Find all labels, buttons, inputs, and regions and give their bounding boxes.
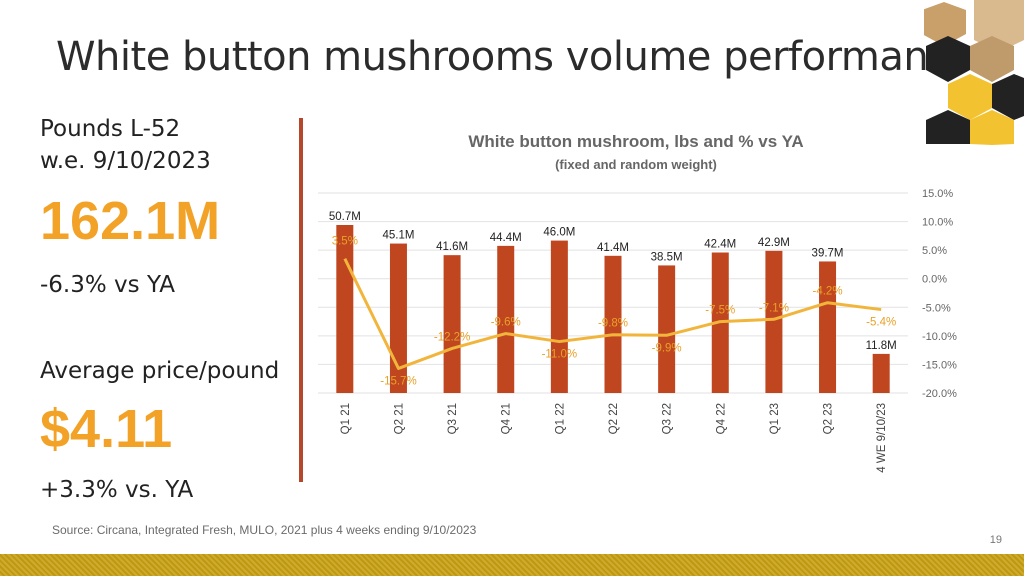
category-tick-label: Q1 21 xyxy=(340,403,352,434)
bar xyxy=(872,353,890,393)
chart-title: White button mushroom, lbs and % vs YA xyxy=(468,132,804,151)
category-tick-label: Q1 23 xyxy=(769,403,781,434)
price-value: $4.11 xyxy=(40,399,173,459)
category-tick-label: Q4 22 xyxy=(715,403,727,434)
category-tick-label: Q2 21 xyxy=(393,403,405,434)
bar-value-label: 41.4M xyxy=(597,242,629,254)
category-tick-label: Q4 21 xyxy=(501,403,513,434)
bar-value-label: 41.6M xyxy=(436,241,468,253)
price-change: +3.3% vs. YA xyxy=(40,477,194,503)
page-number: 19 xyxy=(989,534,1002,546)
vertical-divider xyxy=(299,118,303,482)
category-tick-label: Q3 21 xyxy=(447,403,459,434)
bar-value-label: 42.9M xyxy=(758,237,790,249)
line-value-label: -9.9% xyxy=(652,342,682,354)
bar-value-label: 11.8M xyxy=(866,340,897,352)
bar xyxy=(336,225,354,393)
pounds-value: 162.1M xyxy=(40,191,221,251)
bar xyxy=(389,243,407,393)
bar xyxy=(443,255,461,393)
price-label: Average price/pound xyxy=(40,358,280,384)
chart-subtitle: (fixed and random weight) xyxy=(555,157,717,172)
right-axis-tick-label: 15.0% xyxy=(922,188,953,200)
category-tick-label: 4 WE 9/10/23 xyxy=(876,403,888,473)
bar-value-label: 42.4M xyxy=(704,239,736,251)
bar xyxy=(658,265,676,393)
line-value-label: -11.0% xyxy=(542,349,578,361)
category-tick-label: Q1 22 xyxy=(554,403,566,434)
bar-line-chart: 15.0% 10.0% 5.0% 0.0% -5.0% -10.0% -15.0% -20.0… xyxy=(318,188,957,473)
bar-value-label: 46.0M xyxy=(543,227,575,239)
bar-value-label: 44.4M xyxy=(490,232,522,244)
line-value-label: -5.4% xyxy=(866,317,896,329)
right-axis-tick-label: -10.0% xyxy=(922,331,957,343)
pounds-label-line2: w.e. 9/10/2023 xyxy=(40,148,211,174)
bar-value-label: 38.5M xyxy=(651,251,683,263)
page-title: White button mushrooms volume performanc… xyxy=(56,34,974,80)
right-axis-tick-label: 5.0% xyxy=(922,245,947,257)
line-value-label: -15.7% xyxy=(380,375,416,387)
line-value-label: -7.5% xyxy=(705,305,735,317)
bar xyxy=(604,255,622,393)
category-tick-label: Q2 23 xyxy=(823,403,835,434)
line-value-label: -9.6% xyxy=(491,317,521,329)
bar-value-label: 45.1M xyxy=(382,230,414,242)
footer-bar xyxy=(0,554,1024,576)
right-axis-tick-label: -5.0% xyxy=(922,302,951,314)
bar xyxy=(497,245,515,393)
line-value-label: -12.2% xyxy=(434,331,470,343)
right-axis-tick-label: 10.0% xyxy=(922,217,953,229)
pounds-label-line1: Pounds L-52 xyxy=(40,116,181,142)
right-axis-tick-label: -15.0% xyxy=(922,359,957,371)
source-note: Source: Circana, Integrated Fresh, MULO,… xyxy=(52,523,477,537)
bar xyxy=(819,261,837,393)
category-tick-label: Q3 22 xyxy=(662,403,674,434)
line-value-label: -9.8% xyxy=(598,318,628,330)
line-value-label: -4.2% xyxy=(813,286,843,298)
right-axis-tick-label: 0.0% xyxy=(922,274,947,286)
category-tick-label: Q2 22 xyxy=(608,403,620,434)
honeycomb-decoration xyxy=(924,0,1024,145)
pounds-change: -6.3% vs YA xyxy=(40,272,175,298)
pct-vs-ya-line xyxy=(343,258,882,370)
line-value-label: 3.5% xyxy=(332,236,358,248)
bar-value-label: 39.7M xyxy=(812,247,844,259)
bar xyxy=(765,250,783,393)
bar-value-label: 50.7M xyxy=(329,211,361,223)
right-axis-tick-label: -20.0% xyxy=(922,388,957,400)
bar xyxy=(550,240,568,393)
line-value-label: -7.1% xyxy=(759,302,789,314)
